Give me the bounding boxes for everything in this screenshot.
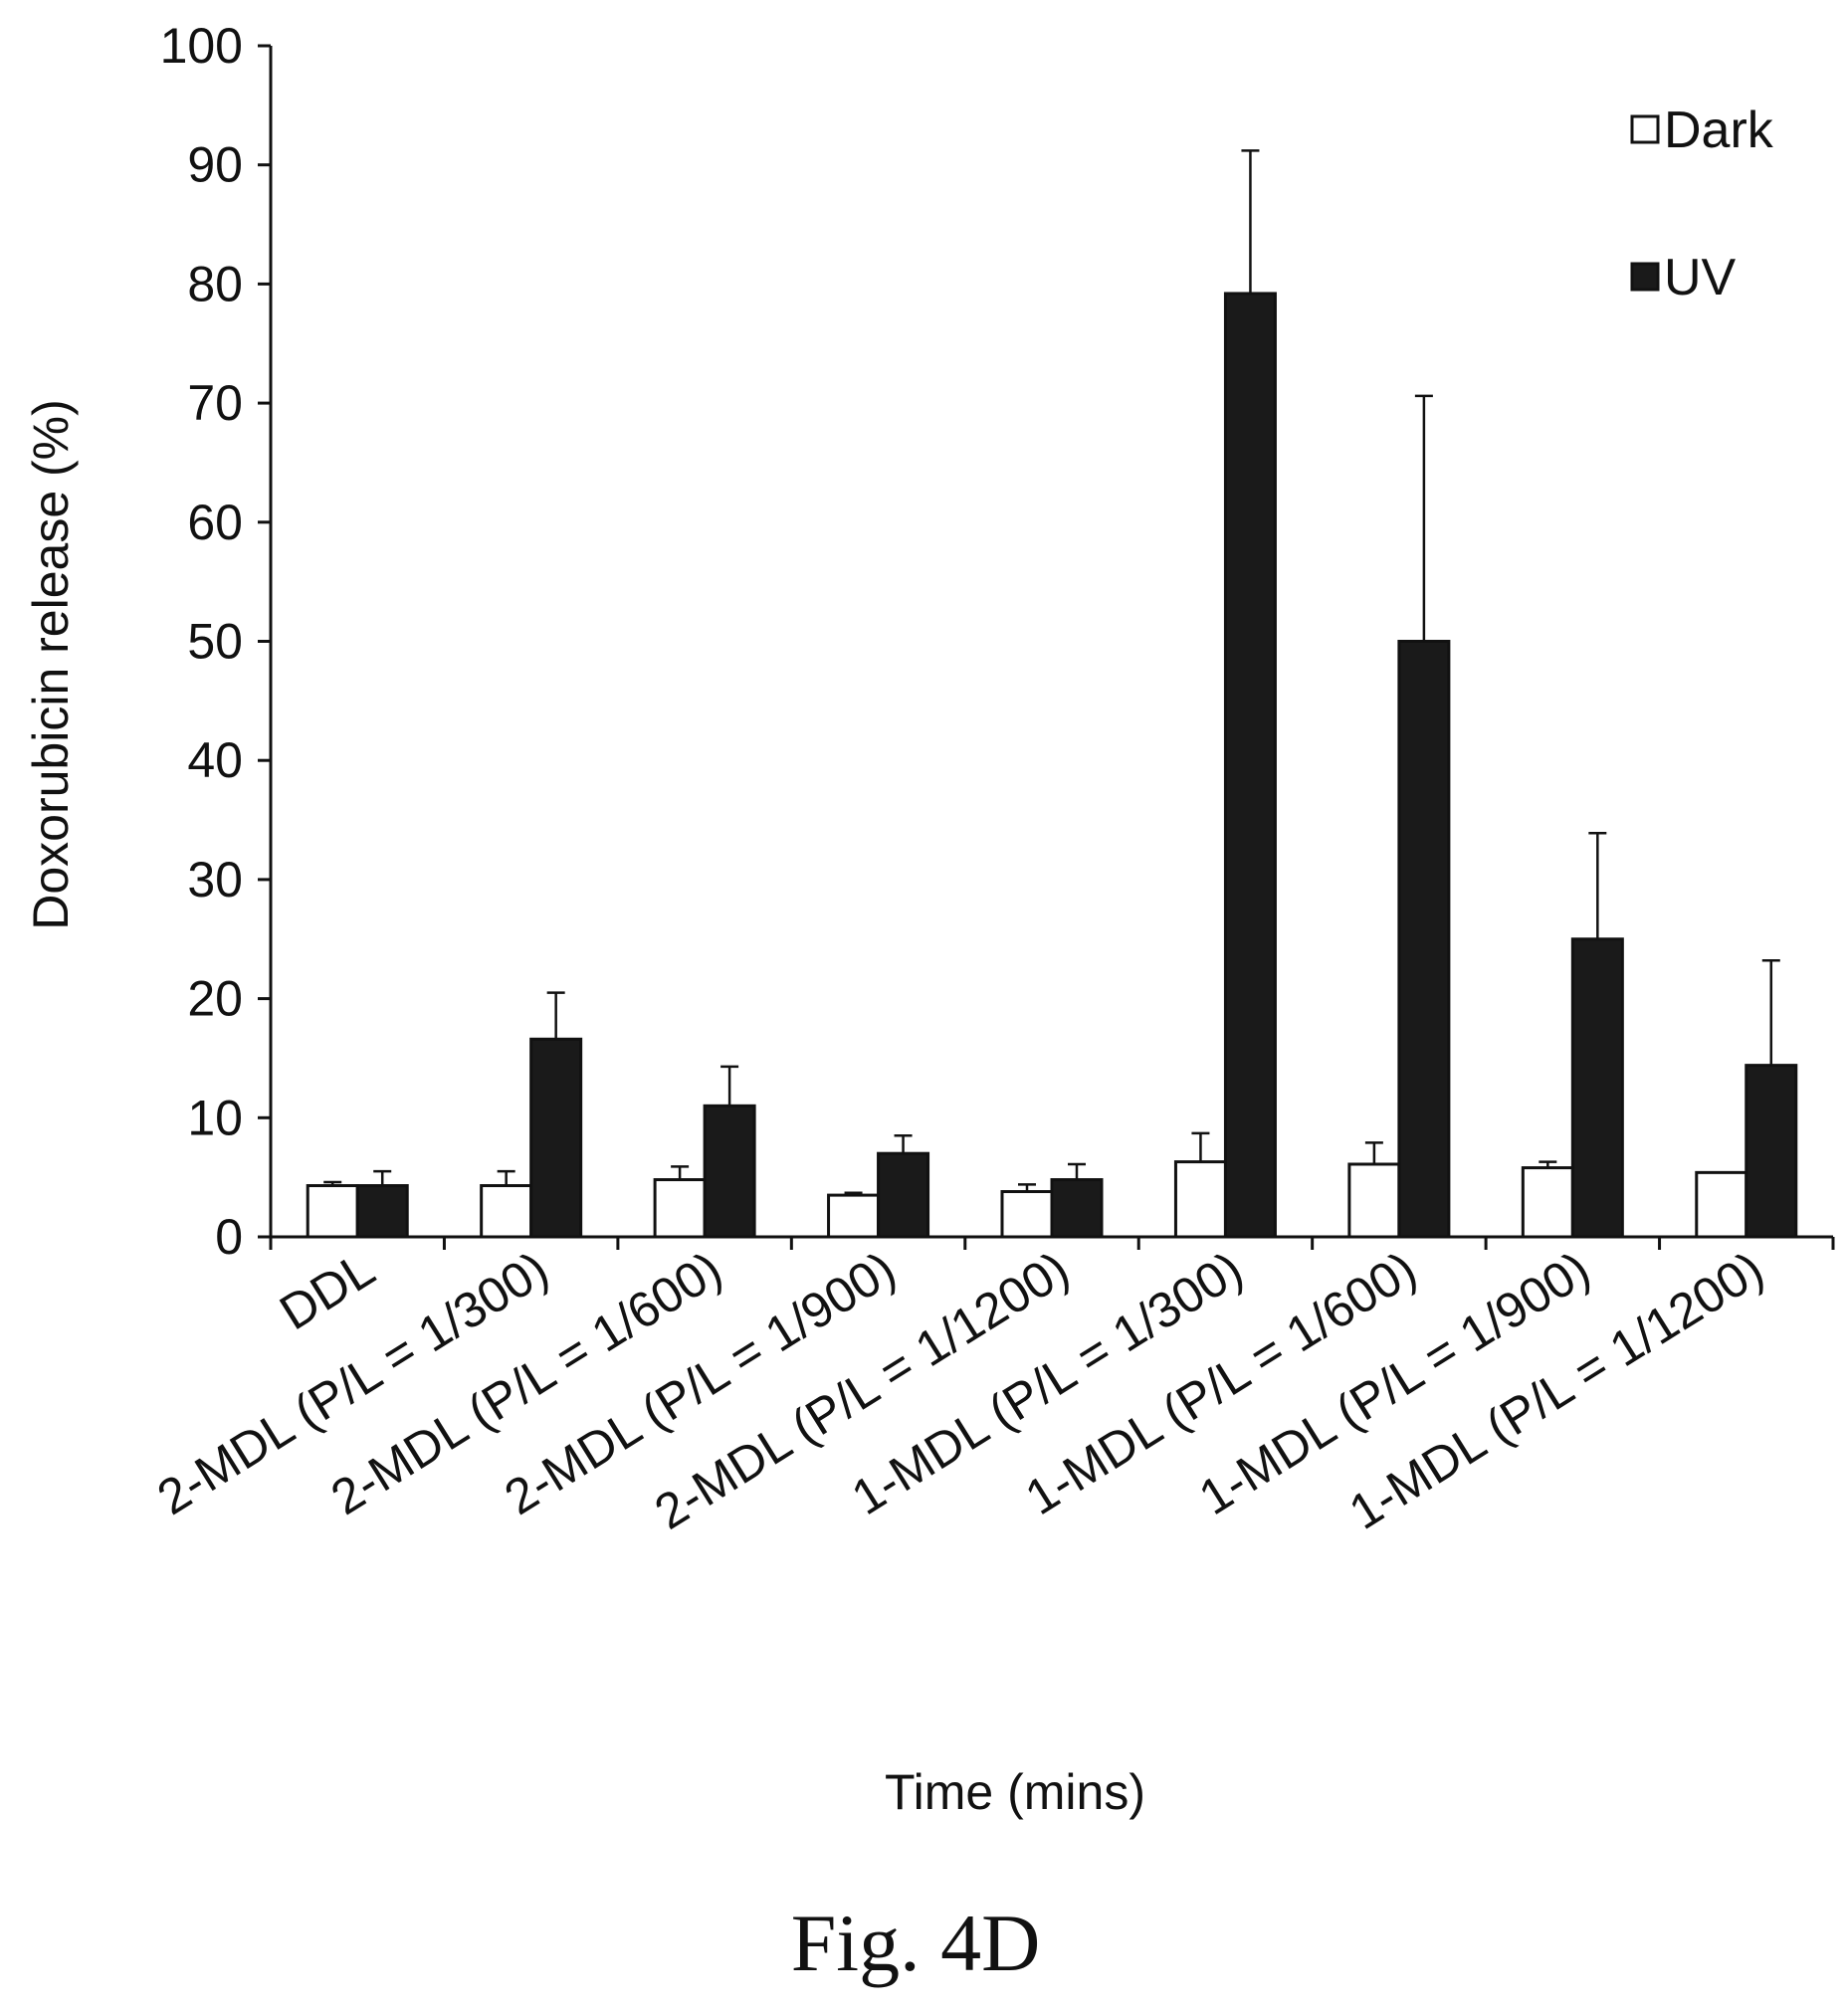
y-tick-label: 90 [187, 137, 243, 193]
y-tick-label: 0 [215, 1209, 243, 1265]
y-tick-label: 50 [187, 614, 243, 670]
bar-dark [1695, 1170, 1748, 1239]
figure-caption: Fig. 4D [791, 1898, 1041, 1988]
bar-uv [529, 1037, 583, 1239]
bar-dark [827, 1193, 881, 1239]
x-tick-label: DDL [270, 1241, 384, 1340]
legend-label-dark: Dark [1664, 101, 1774, 159]
y-tick-label: 30 [187, 852, 243, 907]
bar-uv [1570, 937, 1624, 1239]
y-tick-label: 20 [187, 971, 243, 1027]
bar-uv [1050, 1178, 1104, 1239]
legend: Dark UV [1630, 101, 1774, 306]
x-axis-title: Time (mins) [885, 1764, 1145, 1820]
bar-uv [703, 1104, 756, 1239]
y-axis-title: Doxorubicin release (%) [23, 399, 79, 930]
bar-dark [1521, 1166, 1574, 1239]
bar-uv [877, 1151, 930, 1239]
y-tick-label: 60 [187, 495, 243, 550]
bar-uv [355, 1184, 409, 1239]
legend-label-uv: UV [1664, 249, 1737, 306]
y-tick-label: 40 [187, 732, 243, 788]
y-tick-label: 70 [187, 375, 243, 431]
legend-swatch-dark [1630, 114, 1660, 144]
bar-dark [653, 1178, 707, 1239]
error-bars [323, 149, 1780, 1196]
bar-uv [1745, 1064, 1798, 1239]
bar-dark [1347, 1162, 1401, 1239]
y-axis: 0 10 20 30 40 50 60 70 80 90 100 [160, 18, 273, 1265]
y-tick-label: 100 [160, 18, 243, 74]
bar-uv [1397, 640, 1451, 1239]
y-tick-label: 80 [187, 256, 243, 311]
y-tick-label: 10 [187, 1090, 243, 1145]
bar-dark [1173, 1160, 1227, 1239]
bar-uv [1223, 292, 1277, 1239]
bar-dark [306, 1184, 359, 1239]
bars [306, 292, 1798, 1239]
bar-dark [480, 1184, 533, 1239]
bar-dark [1000, 1190, 1054, 1239]
legend-swatch-uv [1630, 262, 1660, 292]
